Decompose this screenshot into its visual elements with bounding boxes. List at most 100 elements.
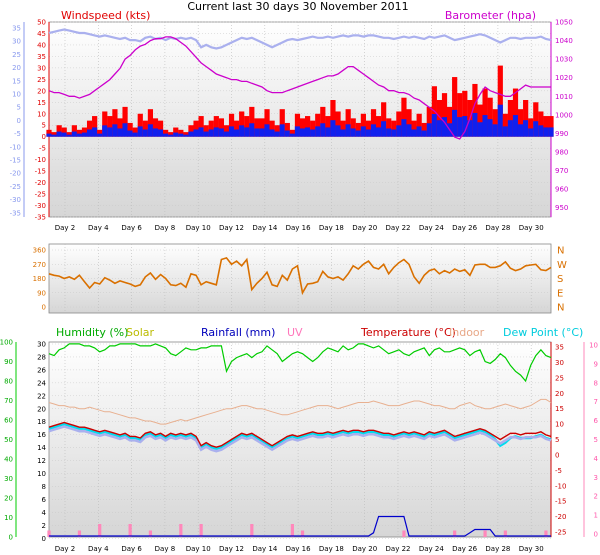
solar-tick-label: 28 bbox=[37, 353, 46, 361]
wind-gust-bar bbox=[310, 120, 316, 137]
humidity-tick-label: 60 bbox=[4, 417, 13, 425]
wind-avg-bar bbox=[208, 129, 214, 137]
x-tick-label: Day 4 bbox=[88, 545, 109, 553]
x-tick-label: Day 16 bbox=[286, 545, 312, 553]
temp-axis-tick-label: -5 bbox=[14, 130, 21, 138]
wind-tick-label: 15 bbox=[37, 99, 46, 107]
wind-avg-bar bbox=[396, 125, 402, 137]
page-title: Current last 30 days 30 November 2011 bbox=[187, 0, 408, 13]
humidity-tick-label: 40 bbox=[4, 456, 13, 464]
temp-tick-label: 5 bbox=[555, 436, 559, 444]
temp-tick-label: 0 bbox=[555, 451, 559, 459]
humidity-label: Humidity (%) bbox=[56, 326, 128, 339]
temp-axis-tick-label: 10 bbox=[12, 91, 21, 99]
uv-tick-label: 1 bbox=[594, 512, 598, 520]
humidity-tick-label: 50 bbox=[4, 436, 13, 444]
wind-gust-bar bbox=[477, 104, 483, 137]
wind-gust-bar bbox=[259, 118, 265, 137]
temp-axis-tick-label: 15 bbox=[12, 77, 21, 85]
x-tick-label: Day 14 bbox=[252, 545, 278, 553]
wind-gust-bar bbox=[183, 132, 189, 137]
wind-avg-bar bbox=[71, 131, 77, 137]
wind-avg-bar bbox=[223, 131, 230, 137]
wind-gust-bar bbox=[274, 125, 280, 137]
wind-avg-bar bbox=[441, 117, 448, 137]
wind-avg-bar bbox=[507, 120, 514, 137]
wind-gust-bar bbox=[452, 77, 458, 137]
x-tick-label: Day 24 bbox=[419, 224, 445, 232]
wind-avg-bar bbox=[492, 124, 498, 137]
wind-gust-bar bbox=[264, 109, 270, 137]
wind-gust-bar bbox=[325, 116, 331, 137]
wind-gust-bar bbox=[396, 111, 402, 137]
wind-tick-label: 50 bbox=[37, 19, 46, 27]
compass-tick-label: N bbox=[557, 246, 564, 257]
wind-avg-bar bbox=[543, 127, 549, 137]
wind-avg-bar bbox=[294, 126, 301, 137]
wind-avg-bar bbox=[360, 126, 366, 137]
x-tick-label: Day 20 bbox=[352, 224, 377, 232]
baro-tick-label: 1010 bbox=[555, 93, 573, 101]
wind-avg-bar bbox=[426, 123, 432, 137]
wind-avg-bar bbox=[173, 132, 179, 137]
wind-avg-bar bbox=[416, 126, 422, 137]
wind-avg-bar bbox=[320, 123, 326, 137]
wind-avg-bar bbox=[401, 119, 407, 137]
wind-gust-bar bbox=[365, 120, 372, 137]
wind-gust-bar bbox=[279, 109, 285, 137]
wind-avg-bar bbox=[163, 133, 169, 137]
wind-avg-bar bbox=[452, 109, 458, 137]
wind-gust-bar bbox=[213, 116, 219, 137]
wind-gust-bar bbox=[548, 116, 554, 137]
wind-gust-bar bbox=[234, 120, 240, 137]
wind-avg-bar bbox=[249, 123, 255, 137]
wind-gust-bar bbox=[538, 111, 544, 137]
wind-avg-bar bbox=[203, 131, 209, 137]
wind-gust-bar bbox=[335, 111, 341, 137]
uv-bar bbox=[47, 530, 51, 537]
wind-avg-bar bbox=[497, 104, 503, 137]
x-tick-label: Day 18 bbox=[319, 224, 344, 232]
solar-tick-label: 10 bbox=[37, 470, 46, 478]
wind-gust-bar bbox=[350, 118, 356, 137]
temp-axis-tick-label: -10 bbox=[10, 143, 21, 151]
uv-tick-label: 10 bbox=[589, 342, 598, 350]
wind-gust-bar bbox=[386, 118, 392, 137]
wind-gust-bar bbox=[142, 120, 148, 137]
temp-tick-label: 30 bbox=[555, 359, 564, 367]
wind-avg-bar bbox=[436, 120, 443, 137]
dewpoint-label: Dew Point (°C) bbox=[503, 326, 583, 339]
wind-avg-bar bbox=[193, 129, 199, 137]
uv-bar bbox=[453, 530, 457, 537]
wind-gust-bar bbox=[239, 111, 245, 137]
wind-gust-bar bbox=[249, 106, 255, 137]
wind-avg-bar bbox=[325, 127, 331, 137]
wind-avg-bar bbox=[350, 128, 356, 137]
wind-avg-bar bbox=[269, 129, 275, 137]
wind-gust-bar bbox=[81, 127, 88, 137]
wind-avg-bar bbox=[538, 125, 544, 137]
rainfall-line bbox=[49, 515, 551, 537]
humidity-tick-label: 70 bbox=[4, 397, 13, 405]
solar-tick-label: 24 bbox=[37, 379, 46, 387]
compass-tick-label: N bbox=[557, 303, 564, 314]
wind-avg-bar bbox=[147, 124, 154, 137]
direction-tick-label: 270 bbox=[33, 261, 46, 269]
wind-avg-bar bbox=[431, 113, 437, 137]
x-tick-label: Day 10 bbox=[186, 224, 211, 232]
wind-avg-bar bbox=[467, 120, 473, 137]
wind-avg-bar bbox=[533, 121, 539, 137]
wind-gust-bar bbox=[421, 122, 427, 137]
dewpoint-line bbox=[48, 422, 552, 451]
wind-avg-bar bbox=[548, 127, 554, 137]
wind-gust-bar bbox=[254, 118, 260, 137]
solar-tick-label: 22 bbox=[37, 392, 46, 400]
wind-avg-bar bbox=[345, 124, 351, 137]
wind-avg-bar bbox=[97, 133, 103, 137]
uv-tick-label: 5 bbox=[594, 436, 598, 444]
baro-tick-label: 970 bbox=[555, 167, 568, 175]
wind-avg-bar bbox=[66, 134, 72, 137]
rainfall-label: Rainfall (mm) bbox=[201, 326, 275, 339]
humidity-tick-label: 0 bbox=[9, 534, 13, 542]
temp-axis-tick-label: 25 bbox=[12, 51, 21, 59]
